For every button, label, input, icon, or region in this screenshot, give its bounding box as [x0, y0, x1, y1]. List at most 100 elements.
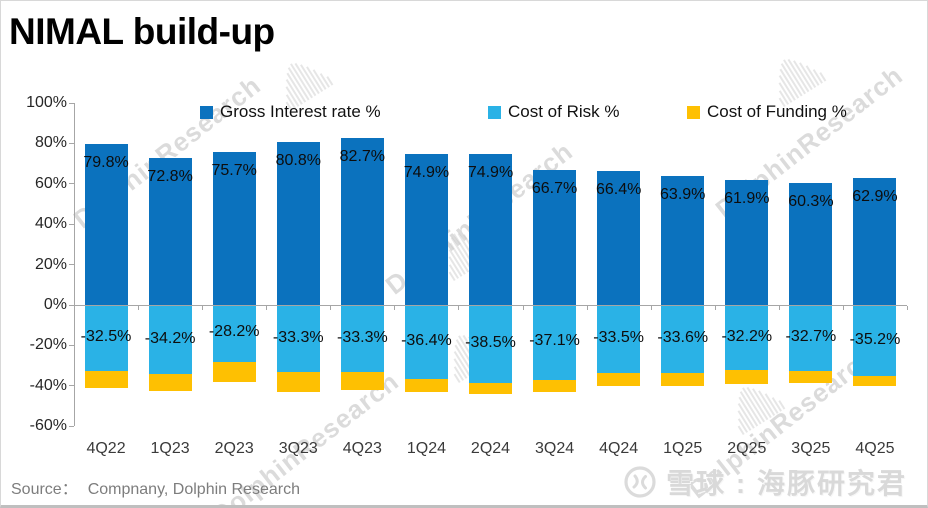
category-tick — [74, 306, 75, 310]
bar-label-gross: 74.9% — [403, 163, 450, 181]
bar-label-gross: 72.8% — [147, 167, 193, 185]
bar-funding — [148, 374, 192, 391]
bar-label-risk: -35.2% — [849, 330, 901, 348]
bar-risk — [789, 306, 833, 372]
bar-label-risk: -32.7% — [785, 328, 837, 346]
bar-label-gross: 80.8% — [275, 151, 321, 169]
brand-badge: 雪球 : 海豚研究君 — [623, 462, 907, 502]
y-tick — [69, 102, 74, 104]
bar-label-risk: -34.2% — [144, 329, 196, 347]
category-tick — [714, 306, 716, 310]
category-tick — [458, 306, 460, 310]
source-text: Compnany, Dolphin Research — [87, 481, 300, 498]
source-label: Source： — [11, 481, 78, 498]
y-tick-label: 100% — [26, 94, 67, 111]
bar-funding — [276, 372, 320, 392]
bar-funding — [853, 376, 897, 386]
bar-funding — [212, 361, 256, 383]
category-tick — [907, 306, 908, 310]
bar-label-risk: -38.5% — [465, 333, 516, 351]
y-tick-label: -60% — [29, 417, 67, 435]
legend-label: Gross Interest rate % — [220, 102, 381, 121]
y-tick-label: -40% — [29, 376, 67, 394]
category-tick — [394, 306, 396, 310]
legend-item: Gross Interest rate % — [200, 102, 381, 122]
bar-label-risk: -28.2% — [208, 323, 260, 341]
bar-funding — [469, 382, 512, 394]
bar-gross — [404, 153, 448, 305]
category-tick — [266, 306, 268, 310]
bar-label-risk: -33.6% — [657, 328, 709, 346]
bar-risk — [597, 306, 641, 373]
bar-funding — [84, 370, 128, 388]
x-tick-label: 2Q24 — [470, 440, 511, 458]
x-tick-label: 2Q25 — [727, 440, 767, 458]
bar-funding — [597, 372, 641, 386]
source-note: Source： Compnany, Dolphin Research — [11, 475, 300, 499]
x-tick-label: 2Q23 — [214, 440, 254, 458]
bar-label-gross: 66.4% — [595, 180, 642, 198]
y-tick — [69, 142, 74, 144]
bar-label-risk: -36.4% — [401, 331, 452, 349]
bar-funding — [340, 372, 384, 390]
bar-funding — [725, 370, 769, 385]
y-tick-label: -20% — [29, 336, 67, 354]
y-tick-label: 60% — [34, 174, 67, 192]
y-tick-label: 80% — [34, 134, 67, 152]
chart-legend: Gross Interest rate % Cost of Risk % Cost … — [1, 102, 927, 126]
bar-label-gross: 74.9% — [467, 163, 514, 181]
bar-risk — [212, 306, 256, 362]
category-tick — [330, 306, 332, 310]
bar-funding — [404, 378, 448, 393]
legend-label: Cost of Funding % — [707, 102, 847, 121]
bar-gross — [84, 143, 128, 305]
y-tick — [69, 183, 74, 185]
y-tick-label: 40% — [34, 215, 67, 233]
bar-label-gross: 75.7% — [211, 162, 257, 180]
bar-gross — [853, 177, 897, 305]
bar-label-risk: -37.1% — [529, 332, 580, 350]
bar-label-gross: 79.8% — [83, 153, 129, 171]
bar-label-risk: -33.3% — [272, 328, 324, 346]
x-tick-label: 3Q25 — [791, 440, 831, 458]
bar-gross — [469, 153, 512, 305]
y-tick — [69, 264, 74, 266]
bar-risk — [725, 306, 769, 371]
legend-swatch-3 — [687, 105, 700, 119]
bar-gross — [340, 137, 384, 305]
bar-label-gross: 63.9% — [660, 185, 706, 203]
bar-gross — [276, 141, 320, 305]
bar-funding — [533, 379, 577, 393]
category-tick — [138, 306, 140, 310]
category-tick — [842, 306, 844, 310]
y-tick-label: 0% — [43, 296, 67, 313]
y-tick — [69, 304, 74, 306]
bar-gross — [533, 170, 577, 305]
y-axis-line — [74, 103, 75, 427]
legend-swatch-1 — [200, 105, 213, 119]
x-tick-label: 1Q25 — [663, 440, 703, 458]
category-tick — [650, 306, 652, 310]
bar-gross — [148, 157, 192, 305]
bar-risk — [148, 306, 192, 375]
category-tick — [778, 306, 780, 310]
xueqiu-logo-icon — [624, 466, 656, 498]
x-tick-label: 4Q24 — [599, 440, 639, 458]
bar-risk — [340, 306, 384, 373]
y-tick — [69, 223, 74, 225]
bar-label-gross: 82.7% — [339, 147, 386, 165]
zero-line — [74, 305, 907, 306]
bar-label-gross: 62.9% — [852, 187, 898, 205]
brand-text: 雪球 : 海豚研究君 — [666, 468, 907, 499]
legend-label: Cost of Risk % — [508, 102, 620, 121]
y-tick — [69, 344, 74, 346]
bar-risk — [533, 306, 577, 380]
category-tick — [586, 306, 588, 310]
y-tick — [69, 425, 74, 427]
category-tick — [202, 306, 204, 310]
bar-gross — [597, 170, 641, 305]
bar-risk — [661, 306, 705, 373]
x-tick-label: 1Q23 — [150, 440, 190, 458]
